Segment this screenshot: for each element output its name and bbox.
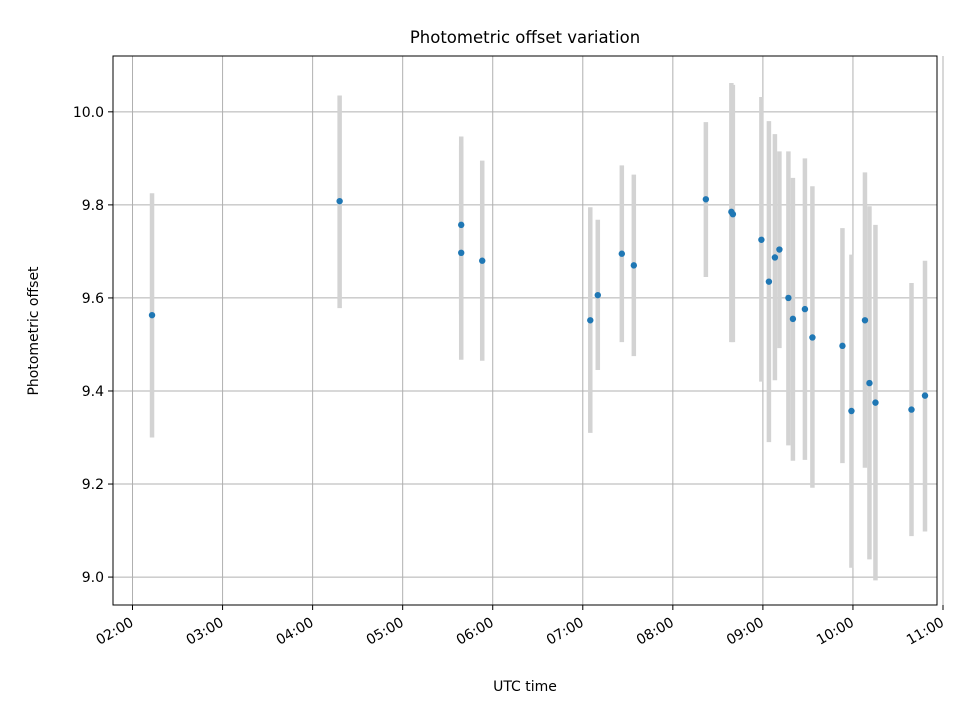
y-axis-label: Photometric offset bbox=[26, 266, 42, 396]
y-tick-label: 9.4 bbox=[82, 384, 104, 400]
data-point bbox=[801, 305, 809, 313]
data-point bbox=[630, 262, 638, 269]
chart-title: Photometric offset variation bbox=[410, 28, 640, 47]
y-tick-label: 9.0 bbox=[82, 570, 104, 586]
data-points bbox=[148, 196, 929, 415]
data-point bbox=[839, 342, 846, 350]
y-tick-label: 9.2 bbox=[82, 477, 104, 493]
data-point bbox=[921, 392, 929, 399]
data-point bbox=[908, 406, 915, 413]
y-tick-label: 9.6 bbox=[82, 291, 104, 307]
data-point bbox=[848, 407, 855, 415]
y-tick-label: 9.8 bbox=[82, 198, 104, 214]
data-point bbox=[729, 210, 737, 218]
data-point bbox=[148, 311, 156, 319]
data-point bbox=[458, 221, 465, 229]
data-point bbox=[758, 236, 765, 243]
data-point bbox=[866, 379, 873, 387]
data-point bbox=[479, 257, 486, 264]
y-axis-ticks: 9.0 9.2 9.4 9.6 9.8 10.0 bbox=[73, 105, 113, 586]
data-point bbox=[458, 249, 465, 257]
data-point bbox=[594, 291, 601, 299]
data-point bbox=[785, 294, 792, 302]
data-point bbox=[872, 399, 879, 406]
y-tick-label: 10.0 bbox=[73, 105, 104, 121]
data-point bbox=[776, 246, 783, 253]
plot-frame bbox=[112, 55, 938, 606]
data-point bbox=[702, 196, 710, 203]
data-point bbox=[618, 250, 626, 257]
data-point bbox=[765, 278, 773, 285]
data-point bbox=[861, 317, 869, 324]
data-point bbox=[789, 315, 797, 323]
data-point bbox=[771, 254, 779, 261]
x-axis-label: UTC time bbox=[493, 679, 557, 695]
data-point bbox=[809, 334, 816, 341]
data-point bbox=[587, 317, 594, 324]
data-point bbox=[336, 197, 343, 205]
